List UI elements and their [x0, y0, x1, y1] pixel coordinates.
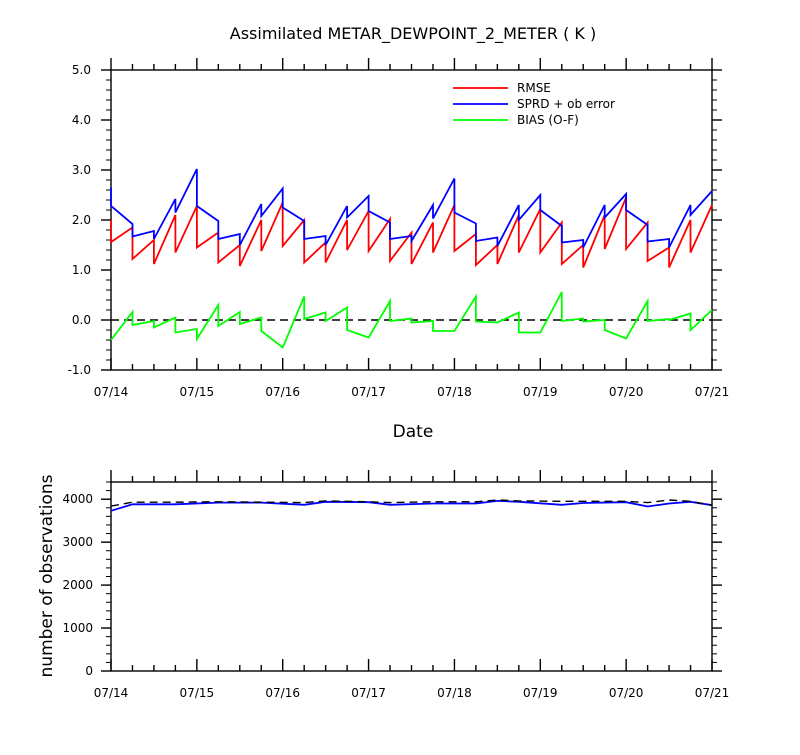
bottom-x-tick-label: 07/20 [609, 686, 644, 700]
bottom-x-tick-label: 07/19 [523, 686, 558, 700]
bottom-x-tick-label: 07/18 [437, 686, 472, 700]
top-y-tick-label: 4.0 [72, 113, 91, 127]
bottom-y-tick-label: 0 [85, 664, 93, 678]
bottom-x-tick-label: 07/21 [695, 686, 730, 700]
bottom-y-tick-label: 3000 [62, 535, 93, 549]
top-chart-xlabel: Date [393, 422, 434, 442]
bottom-y-tick-label: 4000 [62, 492, 93, 506]
top-series-line-0 [110, 197, 713, 268]
top-x-tick-label: 07/19 [523, 385, 558, 399]
top-series-line-1 [110, 168, 713, 248]
top-y-tick-label: -1.0 [68, 363, 91, 377]
top-x-tick-label: 07/14 [94, 385, 129, 399]
legend-label-2: BIAS (O-F) [517, 113, 579, 127]
top-series-line-2 [110, 291, 713, 349]
bottom-x-tick-label: 07/15 [180, 686, 215, 700]
top-y-tick-label: 0.0 [72, 313, 91, 327]
bottom-series-line-0 [110, 499, 713, 512]
top-plot-frame [110, 69, 713, 371]
top-y-tick-label: 3.0 [72, 163, 91, 177]
bottom-y-tick-label: 2000 [62, 578, 93, 592]
bottom-chart: 07/14 07/15 07/16 07/17 07/18 07/19 07/20 07/21… [62, 470, 729, 700]
top-x-tick-label: 07/15 [180, 385, 215, 399]
bottom-y-tick-label: 1000 [62, 621, 93, 635]
top-x-tick-label: 07/18 [437, 385, 472, 399]
top-x-tick-label: 07/16 [265, 385, 300, 399]
top-x-tick-label: 07/17 [351, 385, 386, 399]
top-x-tick-label: 07/21 [695, 385, 730, 399]
bottom-plot-frame [110, 481, 713, 672]
bottom-chart-ylabel: number of observations [37, 474, 57, 677]
top-y-tick-label: 2.0 [72, 213, 91, 227]
top-chart-title: Assimilated METAR_DEWPOINT_2_METER ( K ) [230, 24, 597, 44]
top-x-tick-label: 07/20 [609, 385, 644, 399]
bottom-series-line-1 [110, 499, 713, 507]
top-y-tick-label: 1.0 [72, 263, 91, 277]
bottom-x-tick-label: 07/16 [265, 686, 300, 700]
bottom-x-tick-label: 07/17 [351, 686, 386, 700]
legend-label-1: SPRD + ob error [517, 97, 615, 111]
top-y-tick-label: 5.0 [72, 63, 91, 77]
legend-label-0: RMSE [517, 81, 551, 95]
top-chart: 07/14 07/15 07/16 07/17 07/18 07/19 07/20 07/21… [68, 58, 730, 399]
bottom-x-tick-label: 07/14 [94, 686, 129, 700]
